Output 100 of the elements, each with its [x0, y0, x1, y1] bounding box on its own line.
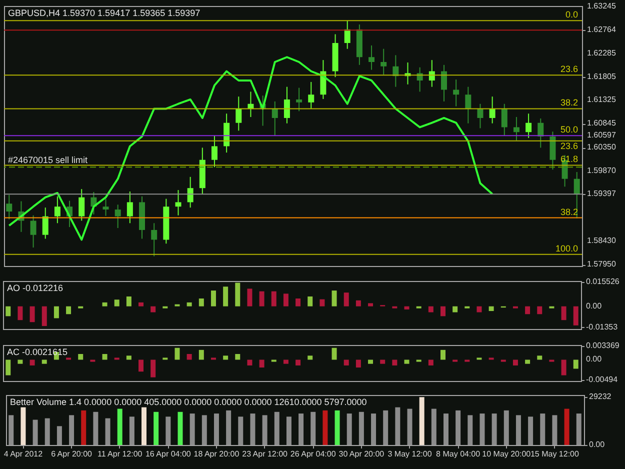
candlestick	[428, 60, 435, 88]
bar	[440, 306, 446, 316]
y-tick-label: 0.00	[586, 354, 602, 364]
chart-title: Better Volume 1.4 0.0000 0.0000 405.0000 0.0000 0.0000 0.0000 12610.0000 5797.0000	[10, 397, 367, 407]
candlestick	[126, 191, 133, 224]
bar	[504, 410, 509, 445]
bar	[368, 360, 374, 364]
bar	[117, 408, 122, 445]
x-tick-label: 26 Apr 04:00	[290, 450, 336, 458]
y-tick-label: 29232	[589, 392, 612, 402]
bar	[322, 410, 328, 445]
bar	[238, 416, 244, 445]
chart-title: AO -0.012216	[7, 283, 64, 293]
candlestick	[501, 103, 508, 136]
candlestick	[102, 198, 109, 216]
bar	[202, 415, 207, 445]
bar	[198, 298, 204, 306]
candlestick	[296, 87, 302, 112]
bar	[42, 360, 47, 364]
bar	[18, 306, 23, 320]
candlestick	[453, 79, 460, 107]
candlestick	[538, 118, 544, 148]
bar	[259, 360, 264, 368]
bar	[42, 306, 47, 326]
candlestick	[526, 113, 532, 138]
bar	[142, 407, 147, 445]
bar	[198, 350, 204, 360]
bar	[296, 360, 301, 366]
bar	[395, 407, 400, 445]
bar	[186, 354, 192, 360]
bar	[223, 286, 228, 306]
y-tick-label: 0.003369	[586, 340, 620, 350]
bar	[6, 360, 11, 376]
candlestick	[477, 103, 484, 129]
bar	[404, 306, 410, 310]
bar	[452, 306, 458, 312]
bar	[480, 414, 485, 445]
bar	[81, 410, 86, 445]
bar	[226, 410, 232, 445]
bar	[235, 282, 240, 306]
bar	[492, 414, 497, 445]
candlestick	[550, 131, 556, 170]
annotation: 38.2	[560, 98, 578, 108]
bar	[552, 415, 558, 445]
bar	[138, 302, 144, 306]
bar	[308, 356, 313, 360]
bar	[561, 306, 566, 320]
bar	[573, 306, 578, 326]
candlestick	[6, 194, 12, 220]
bar	[334, 410, 340, 445]
annotation: 23.6	[560, 140, 578, 151]
bar	[407, 408, 412, 445]
candlestick	[211, 135, 218, 168]
ref-line-label: #24670015 sell limit	[8, 155, 88, 166]
bar	[576, 414, 582, 445]
candlestick	[42, 207, 48, 240]
bar	[286, 416, 292, 445]
bar	[537, 306, 542, 314]
bar	[561, 360, 566, 376]
bar	[298, 414, 304, 445]
candlestick	[78, 188, 85, 222]
bar	[525, 306, 530, 314]
bar	[214, 414, 219, 445]
bar	[356, 300, 361, 306]
bar	[271, 291, 276, 306]
candlestick	[151, 222, 158, 257]
bar	[332, 348, 337, 360]
annotation: 23.6	[560, 64, 578, 74]
bar	[380, 360, 386, 364]
bar	[356, 360, 361, 368]
bar	[178, 412, 183, 445]
bar	[78, 354, 84, 360]
bar	[150, 306, 156, 312]
bar	[310, 412, 316, 445]
bar	[428, 306, 434, 312]
bar	[540, 414, 546, 445]
bar	[186, 302, 192, 306]
bar	[250, 414, 256, 445]
y-tick-label: 1.57950	[587, 260, 616, 269]
candlestick	[114, 204, 121, 229]
bar	[440, 350, 446, 360]
bar	[308, 296, 313, 306]
y-tick-label: -0.01353	[586, 322, 618, 332]
x-tick-label: 8 May 04:00	[436, 450, 481, 458]
bar	[564, 408, 570, 445]
candlestick	[54, 196, 60, 224]
bar	[54, 306, 59, 318]
bar	[105, 418, 110, 445]
bar	[247, 360, 252, 366]
bar	[383, 410, 388, 445]
bar	[8, 415, 14, 445]
bar	[404, 360, 410, 364]
y-tick-label: 1.62764	[587, 25, 616, 34]
bar	[528, 416, 534, 445]
bar	[346, 414, 352, 445]
candlestick	[465, 86, 472, 124]
candlestick	[187, 176, 194, 208]
bar	[371, 414, 376, 445]
bar	[30, 360, 35, 366]
bar	[296, 298, 301, 306]
